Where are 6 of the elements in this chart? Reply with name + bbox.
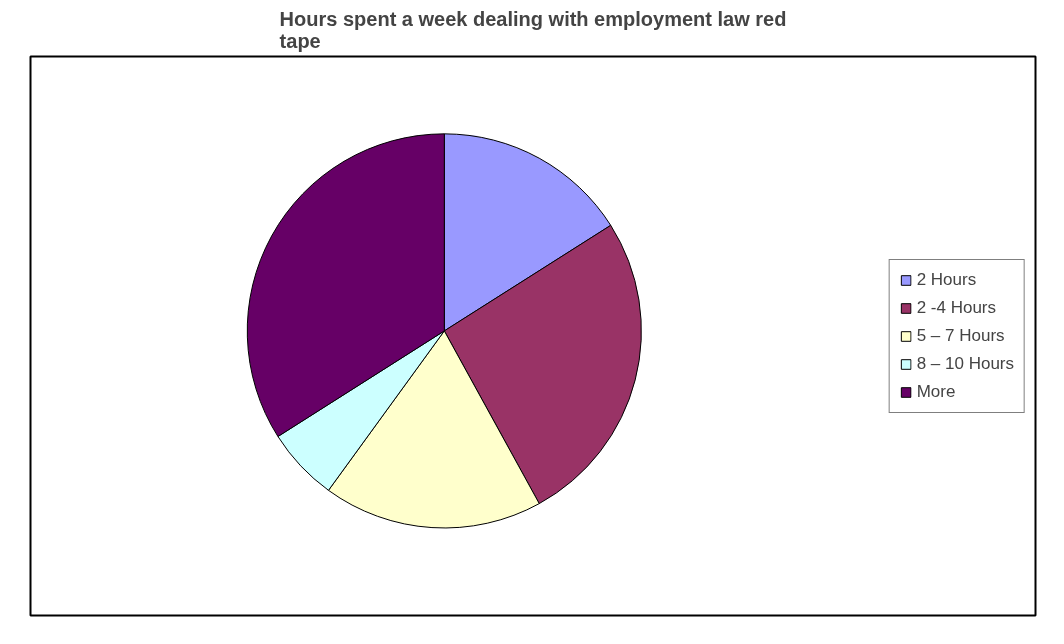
legend-label: 2 Hours (916, 269, 977, 290)
legend-label: 8 – 10 Hours (916, 353, 1014, 374)
legend-label: 5 – 7 Hours (916, 325, 1005, 346)
legend-label: More (916, 381, 956, 402)
legend-label: 2 -4 Hours (916, 297, 997, 318)
chart-title: Hours spent a week dealing with employment law red tape (279, 7, 787, 52)
